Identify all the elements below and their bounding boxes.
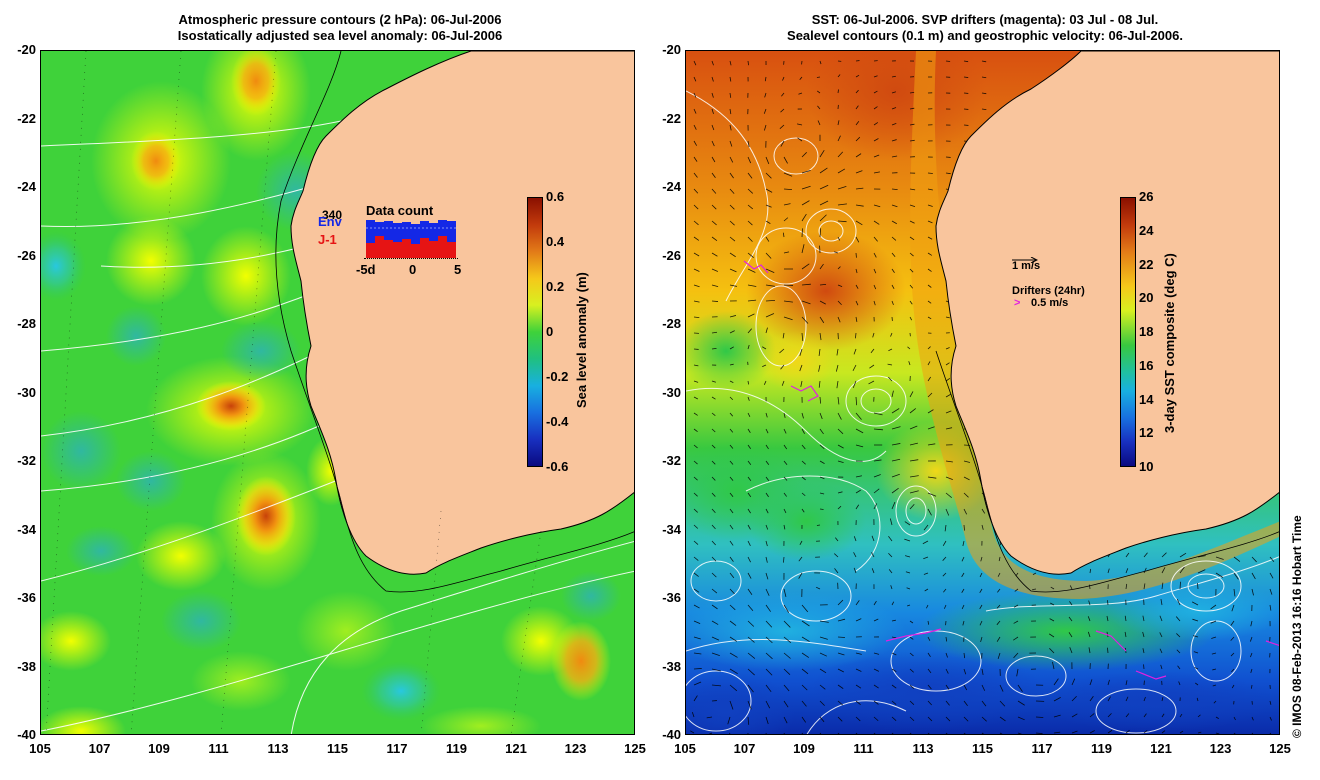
lon-tick-107: 107 xyxy=(733,741,756,756)
lat-tick-m26: -26 xyxy=(17,247,36,263)
lat-tick-m32: -32 xyxy=(17,453,36,468)
inset-tick-5: 5 xyxy=(454,262,462,277)
velocity-scale-arrow xyxy=(1012,250,1039,264)
lon-tick-113: 113 xyxy=(267,741,289,756)
lon-tick-119: 119 xyxy=(1091,741,1112,756)
lon-tick-105: 105 xyxy=(29,741,51,756)
lon-tick-111: 111 xyxy=(853,741,874,756)
colorbar-tick: 26 xyxy=(1139,189,1154,204)
lon-tick-117: 117 xyxy=(1031,741,1053,756)
lat-tick-m38: -38 xyxy=(662,658,681,674)
legend-j1-label: J-1 xyxy=(318,232,337,247)
lon-tick-117: 117 xyxy=(386,741,408,756)
sea-level-colorbar-title: Sea level anomaly (m) xyxy=(574,272,589,408)
colorbar-tick: 24 xyxy=(1139,222,1154,238)
drifters-legend-label: Drifters (24hr) xyxy=(1012,285,1085,297)
lat-tick-m40: -40 xyxy=(17,727,36,742)
colorbar-tick: 14 xyxy=(1139,391,1154,407)
drifters-speed-label: 0.5 m/s xyxy=(1031,297,1069,309)
velocity-scale-label: 1 m/s xyxy=(1012,260,1041,272)
lon-tick-121: 121 xyxy=(1150,741,1172,756)
colorbar-tick: 16 xyxy=(1139,357,1154,373)
sst-map xyxy=(685,50,1280,735)
data-count-histogram xyxy=(364,218,458,259)
lat-tick-m34: -34 xyxy=(17,521,36,537)
legend-env-label: Env xyxy=(318,214,342,229)
lon-tick-113: 113 xyxy=(912,741,934,756)
colorbar-tick: 18 xyxy=(1139,324,1154,339)
lat-tick-m22: -22 xyxy=(662,110,681,126)
lat-tick-m28: -28 xyxy=(662,316,681,331)
colorbar-tick: 0.2 xyxy=(546,279,565,294)
lat-tick-m34: -34 xyxy=(662,521,681,537)
lon-tick-115: 115 xyxy=(327,741,348,756)
imos-credit: © IMOS 08-Feb-2013 16:16 Hobart Time xyxy=(1290,515,1304,738)
lon-tick-107: 107 xyxy=(88,741,111,756)
right-map-title-line1: SST: 06-Jul-2006. SVP drifters (magenta)… xyxy=(811,12,1159,27)
lat-tick-m20: -20 xyxy=(662,42,681,57)
data-count-number: 340 xyxy=(322,208,343,222)
colorbar-tick: 20 xyxy=(1139,290,1154,306)
lat-tick-m36: -36 xyxy=(17,590,36,605)
colorbar-tick: 0.4 xyxy=(546,234,565,249)
lon-tick-115: 115 xyxy=(972,741,993,756)
lat-tick-m26: -26 xyxy=(662,247,681,263)
lon-tick-123: 123 xyxy=(564,741,587,756)
lon-tick-121: 121 xyxy=(505,741,527,756)
lat-tick-m20: -20 xyxy=(17,42,36,57)
drifter-arrow-icon: > xyxy=(1014,297,1021,309)
lat-tick-m40: -40 xyxy=(662,727,681,742)
sst-colorbar-title: 3-day SST composite (deg C) xyxy=(1162,253,1177,433)
inset-tick-0: 0 xyxy=(409,262,417,277)
colorbar-tick: 0.6 xyxy=(546,189,565,204)
lat-tick-m38: -38 xyxy=(17,658,36,674)
lon-tick-123: 123 xyxy=(1209,741,1232,756)
sea-level-colorbar xyxy=(527,197,543,467)
lon-tick-125: 125 xyxy=(624,741,646,756)
left-map-title-line1: Atmospheric pressure contours (2 hPa): 0… xyxy=(178,12,502,27)
lon-tick-109: 109 xyxy=(148,741,170,756)
lat-tick-m30: -30 xyxy=(17,384,36,400)
left-map-title-line2: Isostatically adjusted sea level anomaly… xyxy=(177,28,503,43)
lat-tick-m22: -22 xyxy=(17,110,36,126)
lat-tick-m30: -30 xyxy=(662,384,681,400)
colorbar-tick: 0 xyxy=(546,324,554,339)
colorbar-tick: 10 xyxy=(1139,459,1154,474)
lon-tick-111: 111 xyxy=(208,741,229,756)
lon-tick-125: 125 xyxy=(1269,741,1291,756)
colorbar-tick: -0.4 xyxy=(546,414,569,429)
inset-tick-minus5d: -5d xyxy=(356,262,376,277)
lat-tick-m24: -24 xyxy=(17,179,36,194)
lat-tick-m28: -28 xyxy=(17,316,36,331)
colorbar-tick: 22 xyxy=(1139,256,1154,272)
data-count-title: Data count xyxy=(366,203,434,218)
sst-colorbar xyxy=(1120,197,1136,467)
lon-tick-105: 105 xyxy=(674,741,696,756)
colorbar-tick: 12 xyxy=(1139,425,1154,441)
lat-tick-m32: -32 xyxy=(662,453,681,468)
colorbar-tick: -0.6 xyxy=(546,459,569,474)
right-map-title-line2: Sealevel contours (0.1 m) and geostrophi… xyxy=(787,28,1183,43)
sea-level-anomaly-map xyxy=(40,50,635,735)
lon-tick-109: 109 xyxy=(793,741,815,756)
lon-tick-119: 119 xyxy=(446,741,467,756)
colorbar-tick: -0.2 xyxy=(546,369,569,384)
lat-tick-m36: -36 xyxy=(662,590,681,605)
lat-tick-m24: -24 xyxy=(662,179,681,194)
